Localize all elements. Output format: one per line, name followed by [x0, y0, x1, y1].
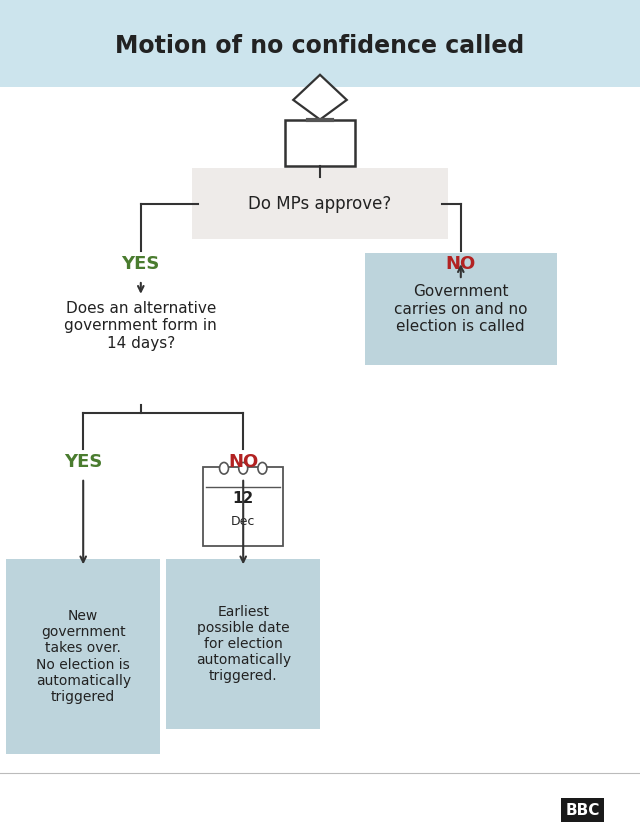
Text: Government
carries on and no
election is called: Government carries on and no election is… — [394, 284, 527, 334]
Text: NO: NO — [445, 255, 476, 273]
Polygon shape — [285, 120, 355, 166]
Text: NO: NO — [228, 453, 259, 471]
Text: BBC: BBC — [565, 803, 600, 818]
FancyBboxPatch shape — [365, 253, 557, 366]
Polygon shape — [293, 75, 347, 120]
FancyBboxPatch shape — [204, 467, 283, 547]
Circle shape — [239, 462, 248, 474]
Text: 12: 12 — [232, 491, 254, 506]
Text: Do MPs approve?: Do MPs approve? — [248, 194, 392, 213]
FancyBboxPatch shape — [6, 558, 160, 755]
Text: Motion of no confidence called: Motion of no confidence called — [115, 34, 525, 57]
Text: Does an alternative
government form in
14 days?: Does an alternative government form in 1… — [65, 301, 217, 351]
Text: YES: YES — [122, 255, 160, 273]
Circle shape — [258, 462, 267, 474]
FancyBboxPatch shape — [192, 168, 448, 239]
Text: Earliest
possible date
for election
automatically
triggered.: Earliest possible date for election auto… — [196, 605, 291, 683]
FancyBboxPatch shape — [0, 0, 640, 87]
Circle shape — [220, 462, 228, 474]
FancyBboxPatch shape — [166, 558, 320, 730]
Text: New
government
takes over.
No election is
automatically
triggered: New government takes over. No election i… — [36, 609, 131, 704]
Text: YES: YES — [64, 453, 102, 471]
Text: Dec: Dec — [231, 515, 255, 529]
